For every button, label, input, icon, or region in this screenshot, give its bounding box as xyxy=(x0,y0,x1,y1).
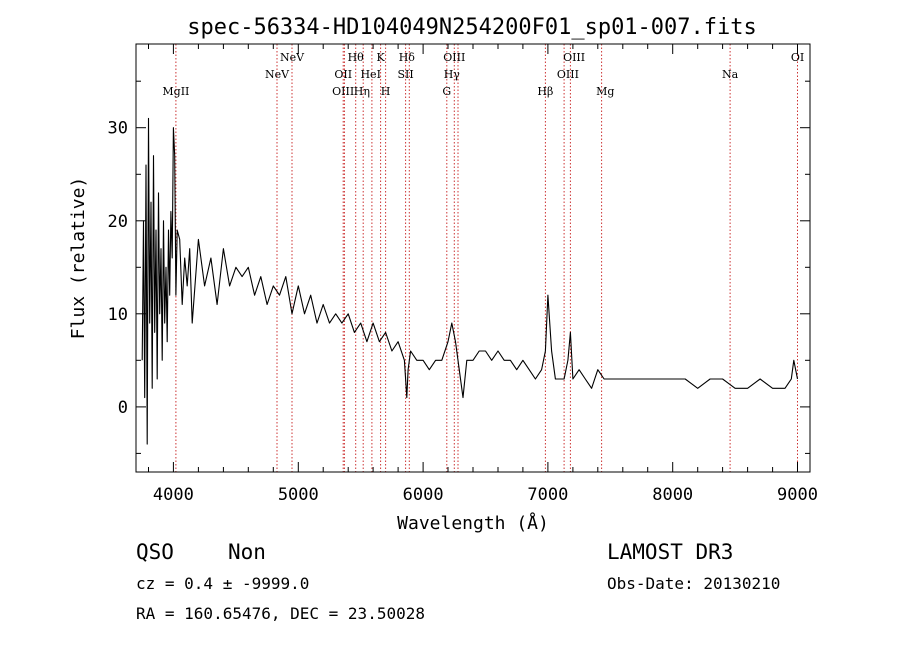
spectrum-line xyxy=(141,117,799,445)
line-label: OIII xyxy=(563,51,585,64)
y-tick-label: 0 xyxy=(118,398,128,418)
line-label: G xyxy=(442,85,451,98)
line-label: SII xyxy=(397,68,413,81)
x-tick-label: 9000 xyxy=(777,485,818,505)
line-label-group: MgII NeV NeV OII OIII Hθ Hη HeI K H Hδ SII OIII Hγ G Hβ… xyxy=(162,51,804,98)
y-tick-label: 20 xyxy=(108,212,128,232)
y-axis-label: Flux (relative) xyxy=(68,177,89,340)
chart-title: spec-56334-HD104049N254200F01_sp01-007.f… xyxy=(187,15,757,40)
line-label: HeI xyxy=(360,68,380,81)
observation-date: Obs-Date: 20130210 xyxy=(607,574,780,593)
plot-frame xyxy=(135,43,811,473)
line-label: Hγ xyxy=(444,68,461,81)
redshift-text: cz = 0.4 ± -9999.0 xyxy=(136,574,309,593)
line-label: MgII xyxy=(162,85,189,98)
object-class: QSO xyxy=(136,540,174,564)
survey-name: LAMOST DR3 xyxy=(607,540,733,564)
line-label: Hβ xyxy=(537,85,553,98)
coordinates-text: RA = 160.65476, DEC = 23.50028 xyxy=(136,604,425,623)
line-label: Mg xyxy=(596,85,614,98)
line-label: Na xyxy=(722,68,739,81)
x-axis: 4000 5000 6000 7000 8000 9000 xyxy=(148,44,818,505)
line-label: OIII xyxy=(557,68,579,81)
line-label: Hθ xyxy=(348,51,365,64)
line-label: NeV xyxy=(280,51,305,64)
line-label: OII xyxy=(334,68,352,81)
series-group xyxy=(141,117,799,445)
x-axis-label: Wavelength (Å) xyxy=(397,512,549,534)
line-label: H xyxy=(381,85,391,98)
x-tick-label: 5000 xyxy=(278,485,319,505)
line-label: OI xyxy=(791,51,804,64)
x-tick-label: 8000 xyxy=(652,485,693,505)
line-label: NeV xyxy=(265,68,290,81)
x-tick-label: 6000 xyxy=(403,485,444,505)
x-tick-label: 4000 xyxy=(153,485,194,505)
object-subclass: Non xyxy=(228,540,266,564)
y-axis: 0 10 20 30 xyxy=(108,80,810,454)
line-label: Hδ xyxy=(399,51,416,64)
y-tick-label: 30 xyxy=(108,119,128,139)
x-tick-label: 7000 xyxy=(527,485,568,505)
line-label: OIII xyxy=(332,85,354,98)
line-marker-group xyxy=(175,44,798,472)
y-tick-label: 10 xyxy=(108,305,128,325)
line-label: OIII xyxy=(443,51,465,64)
line-label: Hη xyxy=(354,85,370,98)
line-label: K xyxy=(376,51,385,64)
